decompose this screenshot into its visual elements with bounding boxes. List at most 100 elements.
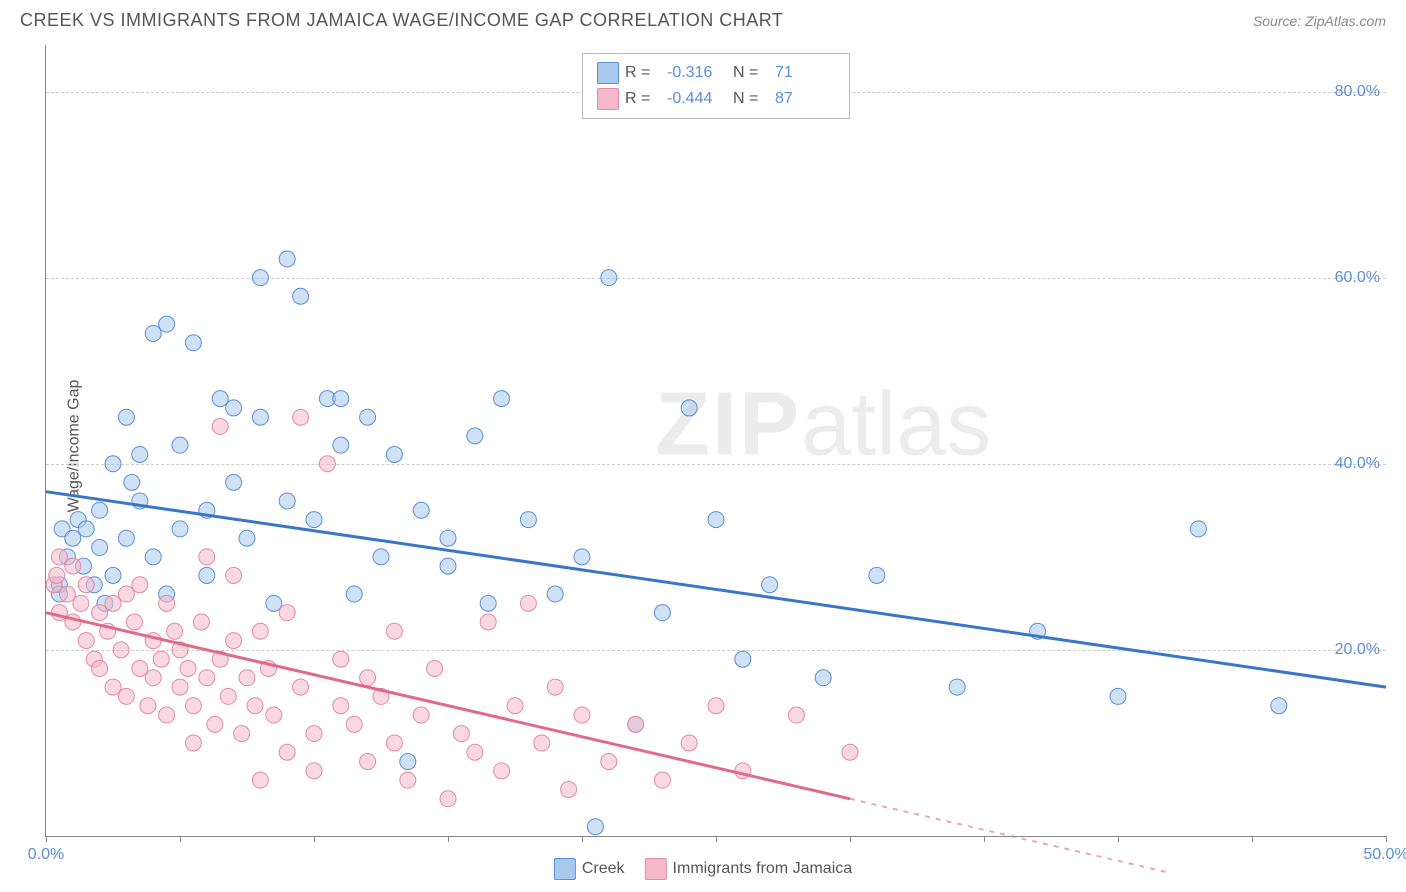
data-point (601, 754, 617, 770)
data-point (105, 679, 121, 695)
data-point (167, 623, 183, 639)
data-point (654, 772, 670, 788)
x-tick (1118, 836, 1119, 842)
data-point (480, 614, 496, 630)
data-point (105, 595, 121, 611)
data-point (681, 400, 697, 416)
data-point (601, 270, 617, 286)
data-point (118, 586, 134, 602)
data-point (708, 698, 724, 714)
legend-item: Immigrants from Jamaica (645, 858, 853, 880)
chart-source: Source: ZipAtlas.com (1253, 13, 1386, 29)
data-point (118, 409, 134, 425)
legend-swatch (597, 62, 619, 84)
data-point (708, 512, 724, 528)
data-point (185, 335, 201, 351)
data-point (654, 605, 670, 621)
data-point (1110, 688, 1126, 704)
data-point (153, 651, 169, 667)
data-point (293, 409, 309, 425)
data-point (199, 549, 215, 565)
data-point (226, 474, 242, 490)
legend-swatch (554, 858, 576, 880)
data-point (494, 763, 510, 779)
data-point (252, 772, 268, 788)
data-point (279, 251, 295, 267)
data-point (869, 567, 885, 583)
data-point (193, 614, 209, 630)
legend-r-label: R = (625, 90, 661, 108)
data-point (145, 549, 161, 565)
data-point (118, 688, 134, 704)
data-point (252, 623, 268, 639)
data-point (145, 670, 161, 686)
data-point (762, 577, 778, 593)
data-point (453, 726, 469, 742)
data-point (386, 446, 402, 462)
x-tick (314, 836, 315, 842)
data-point (279, 493, 295, 509)
data-point (92, 540, 108, 556)
data-point (252, 409, 268, 425)
data-point (306, 763, 322, 779)
chart-header: CREEK VS IMMIGRANTS FROM JAMAICA WAGE/IN… (0, 0, 1406, 36)
x-tick (716, 836, 717, 842)
data-point (145, 325, 161, 341)
data-point (360, 670, 376, 686)
x-tick-label: 0.0% (28, 846, 64, 864)
data-point (574, 549, 590, 565)
data-point (180, 660, 196, 676)
legend-swatch (597, 88, 619, 110)
data-point (440, 530, 456, 546)
data-point (172, 679, 188, 695)
data-point (159, 707, 175, 723)
data-point (247, 698, 263, 714)
data-point (346, 586, 362, 602)
data-point (239, 670, 255, 686)
x-tick (1252, 836, 1253, 842)
data-point (735, 651, 751, 667)
data-point (279, 744, 295, 760)
data-point (628, 716, 644, 732)
data-point (132, 660, 148, 676)
data-point (574, 707, 590, 723)
legend-r-value: -0.444 (667, 90, 727, 108)
data-point (113, 642, 129, 658)
legend-row: R =-0.444N =87 (597, 86, 835, 112)
data-point (467, 428, 483, 444)
data-point (520, 512, 536, 528)
data-point (92, 502, 108, 518)
data-point (494, 391, 510, 407)
legend-row: R =-0.316N =71 (597, 60, 835, 86)
scatter-chart: R =-0.316N =71R =-0.444N =87 ZIPatlas 20… (45, 45, 1386, 837)
data-point (185, 698, 201, 714)
data-point (386, 623, 402, 639)
data-point (333, 698, 349, 714)
data-point (212, 391, 228, 407)
data-point (132, 446, 148, 462)
data-point (293, 288, 309, 304)
data-point (92, 660, 108, 676)
data-point (59, 586, 75, 602)
data-point (105, 567, 121, 583)
x-tick (46, 836, 47, 842)
data-point (73, 595, 89, 611)
data-point (949, 679, 965, 695)
data-point (220, 688, 236, 704)
x-tick (180, 836, 181, 842)
data-point (440, 558, 456, 574)
data-point (199, 670, 215, 686)
legend-n-value: 87 (775, 90, 835, 108)
data-point (51, 549, 67, 565)
legend-label: Creek (582, 860, 625, 878)
data-point (172, 521, 188, 537)
x-tick-label: 50.0% (1363, 846, 1406, 864)
data-point (1271, 698, 1287, 714)
data-point (400, 754, 416, 770)
data-point (547, 679, 563, 695)
data-point (226, 633, 242, 649)
data-point (333, 391, 349, 407)
plot-svg (46, 45, 1386, 836)
data-point (65, 530, 81, 546)
data-point (346, 716, 362, 732)
